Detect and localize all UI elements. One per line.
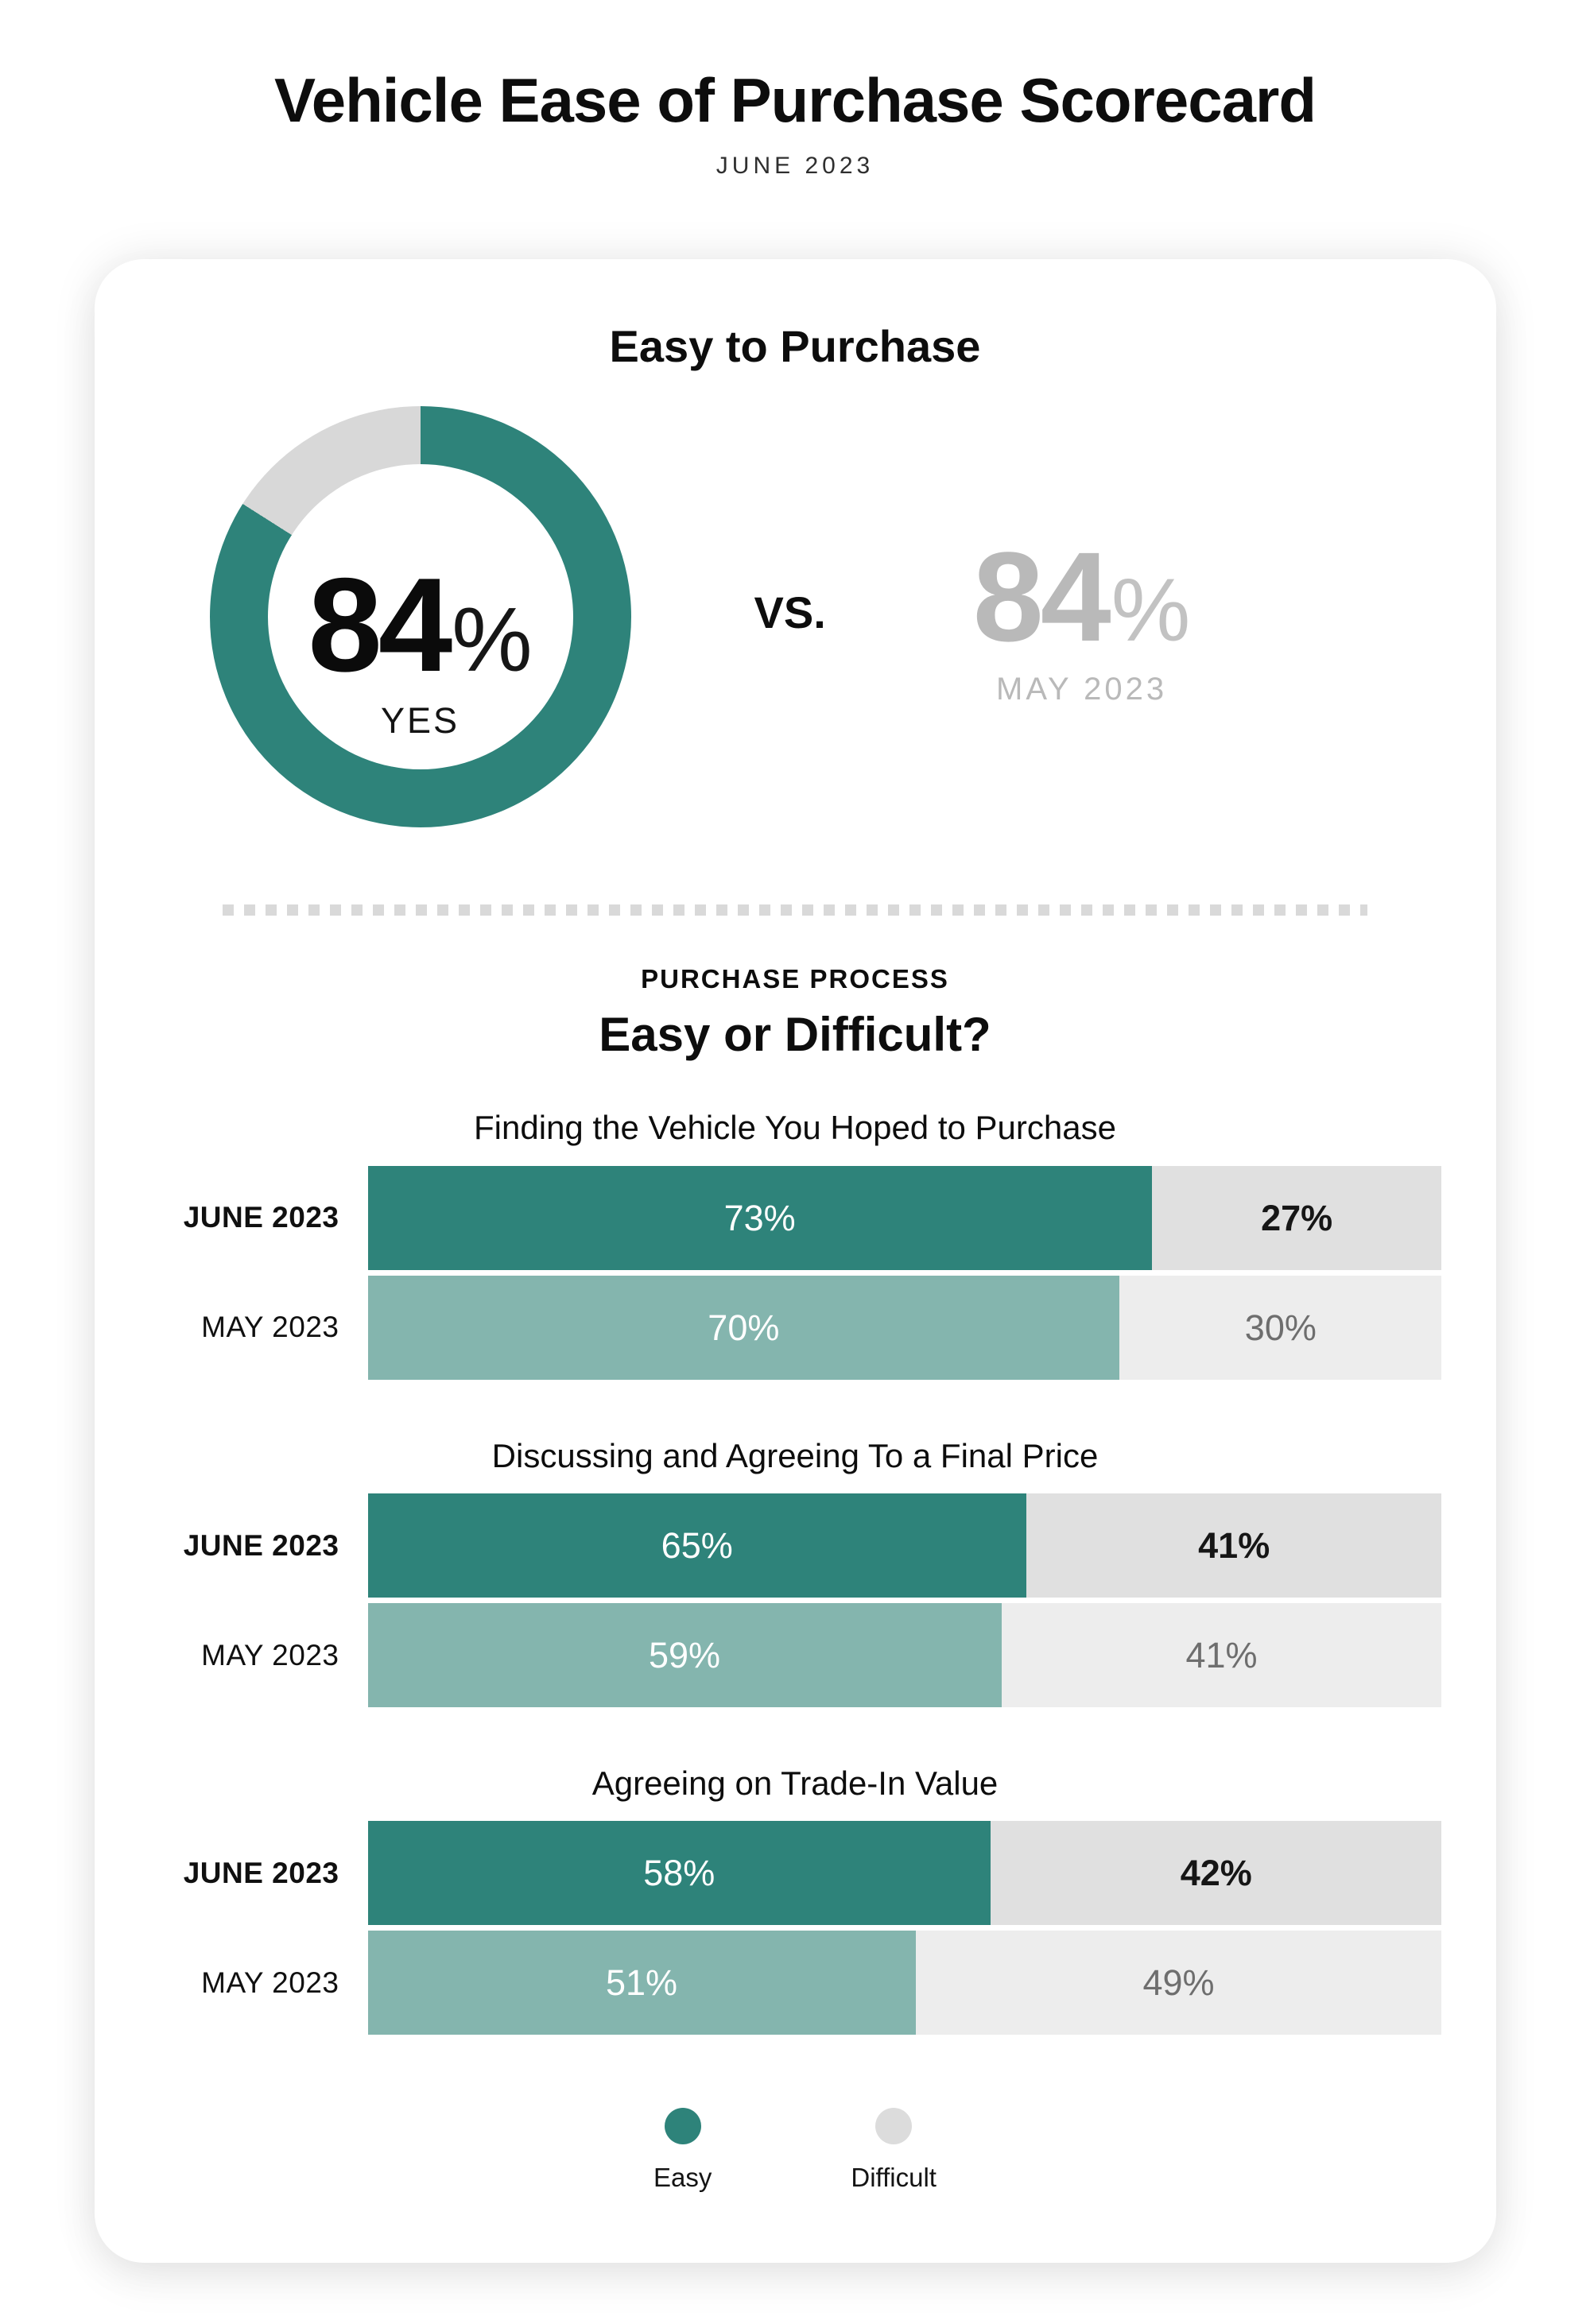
difficult-bar-value: 41% bbox=[1185, 1635, 1258, 1676]
legend-label: Easy bbox=[653, 2163, 712, 2193]
easy-bar-segment: 73% bbox=[367, 1165, 1152, 1270]
donut-caption: YES bbox=[380, 699, 460, 741]
bar-track: 51% 49% bbox=[367, 1931, 1442, 2035]
bar-group-rows: JUNE 2023 58% 42% MAY 2023 51% bbox=[95, 1821, 1496, 2035]
bar-row: MAY 2023 59% 41% bbox=[95, 1603, 1496, 1708]
difficult-bar-value: 30% bbox=[1244, 1307, 1317, 1348]
vs-label: VS. bbox=[754, 587, 826, 637]
legend-easy-dot-icon bbox=[664, 2108, 701, 2145]
bar-track: 58% 42% bbox=[367, 1821, 1442, 1926]
difficult-bar-segment: 42% bbox=[991, 1821, 1442, 1926]
donut-value: 84% bbox=[308, 558, 532, 691]
easy-bar-value: 73% bbox=[723, 1197, 796, 1238]
legend-item: Difficult bbox=[851, 2108, 937, 2194]
bar-track: 73% 27% bbox=[367, 1165, 1442, 1270]
donut-value-number: 84 bbox=[308, 549, 452, 699]
bar-row-label: JUNE 2023 bbox=[183, 1201, 339, 1234]
previous-month-number: 84 bbox=[972, 525, 1111, 668]
bar-row: MAY 2023 51% 49% bbox=[95, 1931, 1496, 2035]
easy-bar-segment: 65% bbox=[367, 1493, 1026, 1598]
dashed-divider bbox=[223, 904, 1367, 916]
difficult-bar-value: 42% bbox=[1180, 1853, 1252, 1894]
section-title: Easy or Difficult? bbox=[599, 1008, 991, 1062]
easy-bar-value: 70% bbox=[708, 1307, 780, 1348]
bar-row: JUNE 2023 65% 41% bbox=[95, 1493, 1496, 1598]
bar-group: Finding the Vehicle You Hoped to Purchas… bbox=[95, 1109, 1496, 1380]
previous-month-value: 84% bbox=[973, 533, 1191, 660]
page-subtitle: JUNE 2023 bbox=[716, 152, 874, 179]
bar-track: 59% 41% bbox=[367, 1603, 1442, 1708]
legend-difficult-dot-icon bbox=[875, 2108, 913, 2145]
bar-row-label: MAY 2023 bbox=[201, 1966, 339, 1999]
difficult-bar-segment: 41% bbox=[1026, 1493, 1442, 1598]
bar-group-title: Finding the Vehicle You Hoped to Purchas… bbox=[474, 1109, 1116, 1147]
legend-label: Difficult bbox=[851, 2163, 937, 2193]
easy-bar-value: 51% bbox=[605, 1962, 678, 2004]
easy-bar-segment: 51% bbox=[367, 1931, 916, 2035]
bar-track: 65% 41% bbox=[367, 1493, 1442, 1598]
legend-item: Easy bbox=[653, 2108, 712, 2194]
bar-group: Discussing and Agreeing To a Final Price… bbox=[95, 1436, 1496, 1708]
donut-percent-sign: % bbox=[452, 589, 533, 691]
bar-row: JUNE 2023 58% 42% bbox=[95, 1821, 1496, 1926]
previous-month-percent-sign: % bbox=[1111, 560, 1191, 660]
difficult-bar-value: 41% bbox=[1198, 1525, 1270, 1567]
bar-group-rows: JUNE 2023 65% 41% MAY 2023 59% bbox=[95, 1493, 1496, 1708]
difficult-bar-segment: 41% bbox=[1001, 1603, 1442, 1708]
scorecard-card: Easy to Purchase 84% YES VS. 84% MAY 202… bbox=[94, 258, 1496, 2263]
section-kicker: PURCHASE PROCESS bbox=[641, 963, 949, 994]
bar-group-rows: JUNE 2023 73% 27% MAY 2023 70% bbox=[95, 1165, 1496, 1380]
hero-row: 84% YES VS. 84% MAY 2023 bbox=[95, 405, 1496, 827]
difficult-bar-value: 27% bbox=[1261, 1197, 1333, 1238]
bar-row-label: JUNE 2023 bbox=[183, 1528, 339, 1562]
bar-row-label: MAY 2023 bbox=[201, 1311, 339, 1344]
difficult-bar-segment: 49% bbox=[915, 1931, 1442, 2035]
difficult-bar-value: 49% bbox=[1142, 1962, 1215, 2004]
donut-hole: 84% YES bbox=[267, 463, 573, 769]
bar-row: MAY 2023 70% 30% bbox=[95, 1275, 1496, 1380]
bar-row: JUNE 2023 73% 27% bbox=[95, 1165, 1496, 1270]
bar-track: 70% 30% bbox=[367, 1275, 1442, 1380]
easy-bar-segment: 70% bbox=[367, 1275, 1120, 1380]
easy-bar-value: 58% bbox=[643, 1853, 716, 1894]
page-header: Vehicle Ease of Purchase Scorecard JUNE … bbox=[0, 0, 1590, 178]
bar-row-label: MAY 2023 bbox=[201, 1638, 339, 1671]
bar-groups: Finding the Vehicle You Hoped to Purchas… bbox=[95, 1109, 1496, 2035]
difficult-bar-segment: 30% bbox=[1119, 1275, 1442, 1380]
easy-bar-segment: 58% bbox=[367, 1821, 991, 1926]
bar-group-title: Agreeing on Trade-In Value bbox=[591, 1764, 999, 1803]
page-title: Vehicle Ease of Purchase Scorecard bbox=[273, 65, 1317, 135]
previous-month-block: 84% MAY 2023 bbox=[973, 533, 1191, 705]
easy-bar-value: 59% bbox=[649, 1635, 721, 1676]
donut-chart: 84% YES bbox=[209, 405, 631, 827]
easy-bar-segment: 59% bbox=[367, 1603, 1002, 1708]
previous-month-caption: MAY 2023 bbox=[996, 671, 1168, 707]
bar-row-label: JUNE 2023 bbox=[183, 1856, 339, 1889]
easy-bar-value: 65% bbox=[661, 1525, 733, 1567]
bar-group: Agreeing on Trade-In Value JUNE 2023 58%… bbox=[95, 1764, 1496, 2035]
legend: Easy Difficult bbox=[95, 2108, 1496, 2194]
card-heading: Easy to Purchase bbox=[609, 320, 981, 371]
bar-group-title: Discussing and Agreeing To a Final Price bbox=[491, 1436, 1099, 1474]
difficult-bar-segment: 27% bbox=[1151, 1165, 1442, 1270]
